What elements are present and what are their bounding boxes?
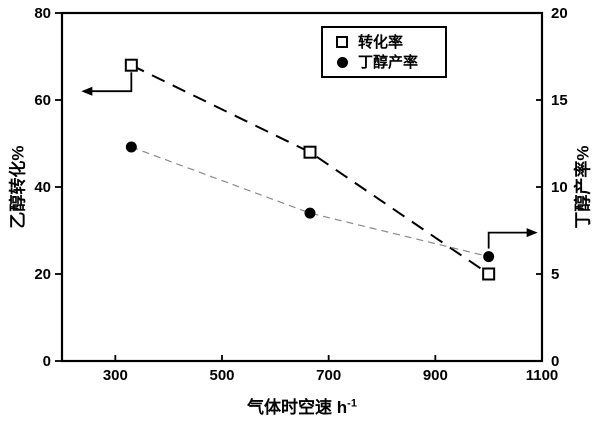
x-axis-title: 气体时空速 h-1 xyxy=(62,393,542,418)
data-point-open-square xyxy=(124,58,138,72)
right-axis-tick-label: 0 xyxy=(551,353,559,370)
right-y-axis-title: 丁醇产率% xyxy=(573,145,593,229)
x-axis-title-text: 气体时空速 h xyxy=(247,398,348,417)
right-axis-tick-label: 20 xyxy=(551,5,568,22)
left-y-axis-title: 乙醇转化% xyxy=(8,145,28,229)
left-axis-tick-label: 20 xyxy=(34,266,51,283)
data-point-open-square xyxy=(303,145,317,159)
x-axis-tick-label: 900 xyxy=(423,367,448,384)
left-arrowhead-icon xyxy=(81,86,93,96)
yield-series-line xyxy=(131,146,489,258)
data-point-filled-circle xyxy=(304,207,316,219)
legend-label-yield: 丁醇产率 xyxy=(358,53,419,71)
legend-marker-cell xyxy=(336,56,348,68)
x-axis-tick-label: 300 xyxy=(103,367,128,384)
x-axis-tick-label: 1100 xyxy=(526,367,559,384)
right-arrowhead-icon xyxy=(526,228,538,238)
right-axis-tick-label: 10 xyxy=(551,179,568,196)
left-axis-tick-label: 40 xyxy=(34,179,51,196)
right-axis-tick-label: 15 xyxy=(551,92,568,109)
x-axis-tick-label: 500 xyxy=(209,367,234,384)
open-square-marker-icon xyxy=(336,36,348,48)
conversion-series-line xyxy=(130,64,490,275)
data-point-open-square xyxy=(482,267,496,281)
left-axis-pointer-arrow xyxy=(89,72,133,93)
legend: 转化率 丁醇产率 xyxy=(321,26,447,78)
left-axis-tick-label: 60 xyxy=(34,92,51,109)
filled-circle-marker-icon xyxy=(336,56,348,68)
legend-label-conversion: 转化率 xyxy=(358,33,404,51)
left-axis-tick-label: 80 xyxy=(34,5,51,22)
data-point-filled-circle xyxy=(125,141,137,153)
legend-entry-yield: 丁醇产率 xyxy=(336,54,445,71)
x-axis-title-exponent: -1 xyxy=(347,397,357,410)
data-point-filled-circle xyxy=(483,251,495,263)
legend-marker-cell xyxy=(336,36,348,48)
left-axis-tick-label: 0 xyxy=(43,353,51,370)
legend-entry-conversion: 转化率 xyxy=(336,34,445,51)
right-axis-pointer-arrow xyxy=(487,231,530,249)
right-axis-tick-label: 5 xyxy=(551,266,559,283)
x-axis-tick-label: 700 xyxy=(316,367,341,384)
